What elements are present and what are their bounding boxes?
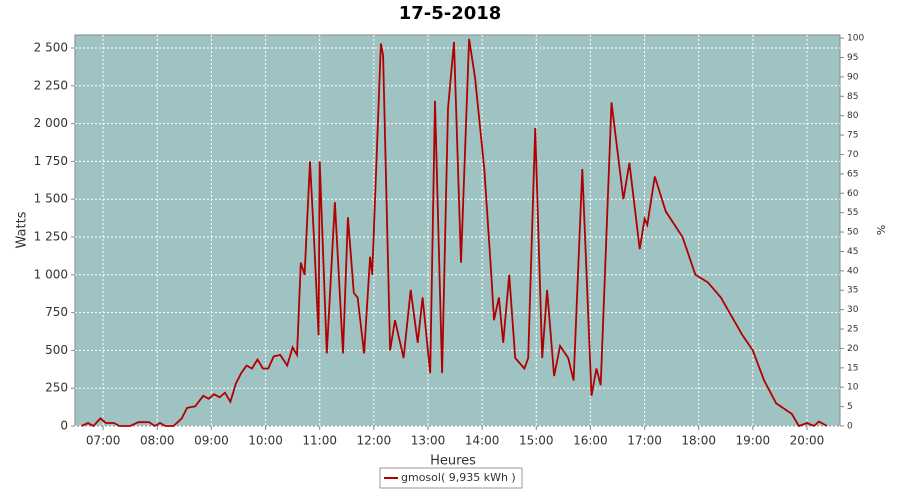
x-tick-label: 11:00	[302, 434, 337, 448]
y-tick-label: 1 750	[34, 154, 68, 168]
y2-tick-label: 100	[847, 34, 864, 44]
y2-tick-label: 80	[847, 111, 859, 121]
y2-tick-label: 90	[847, 72, 859, 82]
x-tick-label: 07:00	[86, 434, 121, 448]
y2-tick-label: 75	[847, 131, 858, 141]
y2-tick-label: 50	[847, 228, 859, 238]
y2-axis-label: %	[874, 225, 887, 235]
y2-tick-label: 5	[847, 402, 853, 412]
x-tick-label: 09:00	[194, 434, 229, 448]
y2-tick-label: 40	[847, 266, 859, 276]
y2-tick-label: 30	[847, 305, 859, 315]
x-tick-label: 13:00	[411, 434, 446, 448]
x-tick-label: 15:00	[519, 434, 554, 448]
y-tick-label: 2 250	[34, 78, 68, 92]
y2-tick-label: 45	[847, 247, 858, 257]
y2-tick-label: 20	[847, 344, 859, 354]
plot-area	[74, 34, 841, 427]
y-tick-label: 0	[60, 419, 68, 433]
y2-tick-label: 60	[847, 189, 859, 199]
y-tick-label: 1 500	[34, 192, 68, 206]
y-tick-label: 2 000	[34, 116, 68, 130]
y-tick-label: 750	[45, 305, 68, 319]
series-line	[81, 38, 828, 428]
y2-tick-label: 10	[847, 383, 859, 393]
x-tick-label: 19:00	[736, 434, 771, 448]
x-tick-label: 16:00	[573, 434, 608, 448]
x-tick-label: 14:00	[465, 434, 500, 448]
x-tick-label: 17:00	[627, 434, 662, 448]
x-tick-label: 10:00	[248, 434, 283, 448]
y-tick-label: 1 250	[34, 230, 68, 244]
x-tick-label: 20:00	[790, 434, 825, 448]
x-tick-label: 08:00	[140, 434, 175, 448]
y2-tick-label: 25	[847, 325, 858, 335]
y2-tick-label: 65	[847, 169, 858, 179]
legend-box	[379, 467, 523, 489]
y-tick-label: 2 500	[34, 41, 68, 55]
legend-label: gmosol( 9,935 kWh )	[401, 471, 516, 484]
y-axis-label: Watts	[15, 211, 30, 248]
x-axis-label: Heures	[430, 454, 476, 469]
y2-tick-label: 55	[847, 208, 858, 218]
x-tick-label: 18:00	[681, 434, 716, 448]
x-tick-label: 12:00	[357, 434, 392, 448]
y2-tick-label: 15	[847, 363, 858, 373]
y-tick-label: 1 000	[34, 267, 68, 281]
y2-tick-label: 70	[847, 150, 859, 160]
y2-tick-label: 35	[847, 286, 858, 296]
y-tick-label: 500	[45, 343, 68, 357]
y-tick-label: 250	[45, 381, 68, 395]
chart-title: 17-5-2018	[399, 3, 502, 24]
y2-tick-label: 0	[847, 422, 853, 432]
y2-tick-label: 85	[847, 92, 858, 102]
y2-tick-label: 95	[847, 53, 858, 63]
